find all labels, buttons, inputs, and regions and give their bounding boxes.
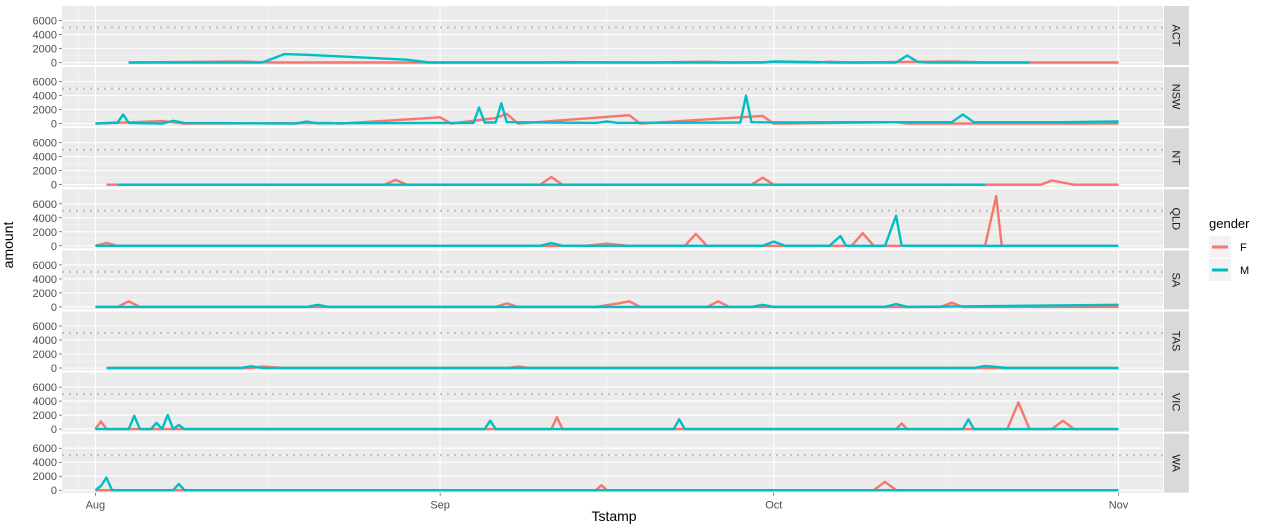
facet-label-nsw: NSW (1170, 84, 1182, 110)
panel-background (62, 189, 1163, 249)
y-tick-label: 2000 (33, 410, 57, 422)
y-tick-label: 2000 (33, 105, 57, 117)
legend-label-m: M (1240, 265, 1249, 277)
panel-background (62, 372, 1163, 432)
facet-panels: 0 2000 4000 6000 ACT 0 2000 4000 6000 NSW 0 2000 400… (33, 6, 1189, 497)
series-line-m (94, 476, 1119, 492)
y-tick-label: 6000 (33, 321, 57, 333)
y-tick-label: 2000 (33, 44, 57, 56)
y-tick-label: 2000 (33, 471, 57, 483)
series-line-m (95, 214, 1119, 247)
series-line-m (106, 364, 1119, 370)
panel-tas: 0 2000 4000 6000 TAS (33, 311, 1189, 375)
y-tick-label: 4000 (33, 30, 57, 42)
y-tick-label: 0 (51, 180, 57, 192)
facet-strip (1164, 189, 1189, 249)
panel-qld: 0 2000 4000 6000 QLD (33, 189, 1189, 253)
panel-background (62, 128, 1163, 188)
panel-background (62, 311, 1163, 371)
y-tick-label: 4000 (33, 396, 57, 408)
series-line-m (95, 413, 1119, 431)
y-tick-label: 2000 (33, 227, 57, 239)
y-axis-title: amount (0, 222, 16, 269)
y-tick-label: 6000 (33, 199, 57, 211)
x-tick-label: Sep (430, 500, 450, 512)
facet-strip (1164, 372, 1189, 432)
legend: gender F M (1209, 216, 1250, 281)
facet-label-nt: NT (1170, 150, 1182, 165)
y-tick-label: 6000 (33, 77, 57, 89)
series-line-m (95, 94, 1119, 125)
facet-strip (1164, 433, 1189, 493)
y-tick-label: 0 (51, 241, 57, 253)
x-tick-label: Oct (765, 500, 782, 512)
panel-background (62, 433, 1163, 493)
y-tick-label: 6000 (33, 382, 57, 394)
series-line-m (128, 52, 1030, 64)
facet-label-qld: QLD (1170, 207, 1182, 230)
legend-label-f: F (1240, 242, 1247, 254)
y-tick-label: 0 (51, 424, 57, 436)
y-tick-label: 2000 (33, 349, 57, 361)
x-tick-label: Aug (86, 500, 106, 512)
facet-label-act: ACT (1170, 25, 1182, 47)
x-axis-title: Tstamp (591, 508, 636, 524)
y-tick-label: 6000 (33, 443, 57, 455)
facet-label-wa: WA (1170, 455, 1182, 473)
panel-act: 0 2000 4000 6000 ACT (33, 6, 1189, 70)
facet-strip (1164, 67, 1189, 127)
legend-title: gender (1209, 216, 1250, 231)
facet-label-vic: VIC (1170, 393, 1182, 411)
panel-background (62, 6, 1163, 65)
y-tick-label: 6000 (33, 16, 57, 28)
y-tick-label: 0 (51, 302, 57, 314)
y-tick-label: 4000 (33, 457, 57, 469)
y-tick-label: 4000 (33, 91, 57, 103)
facet-strip (1164, 311, 1189, 371)
y-tick-label: 4000 (33, 213, 57, 225)
panel-sa: 0 2000 4000 6000 SA (33, 250, 1189, 314)
facet-strip (1164, 6, 1189, 65)
y-tick-label: 2000 (33, 288, 57, 300)
panel-background (62, 250, 1163, 310)
series-line-m (95, 302, 1119, 309)
panel-wa: 0 2000 4000 6000 WA (33, 433, 1189, 497)
facet-strip (1164, 250, 1189, 310)
x-tick-label: Nov (1109, 500, 1129, 512)
y-tick-label: 4000 (33, 335, 57, 347)
y-tick-label: 4000 (33, 152, 57, 164)
y-tick-label: 0 (51, 485, 57, 497)
facet-label-sa: SA (1170, 273, 1182, 288)
panel-vic: 0 2000 4000 6000 VIC (33, 372, 1189, 436)
panel-nt: 0 2000 4000 6000 NT (33, 128, 1189, 192)
y-tick-label: 6000 (33, 260, 57, 272)
panel-nsw: 0 2000 4000 6000 NSW (33, 67, 1189, 131)
facet-strip (1164, 128, 1189, 188)
facet-label-tas: TAS (1170, 331, 1182, 352)
x-axis: Aug Sep Oct Nov (86, 492, 1129, 512)
y-tick-label: 0 (51, 363, 57, 375)
y-tick-label: 6000 (33, 138, 57, 150)
y-tick-label: 0 (51, 119, 57, 131)
y-tick-label: 4000 (33, 274, 57, 286)
y-tick-label: 0 (51, 58, 57, 70)
y-tick-label: 2000 (33, 166, 57, 178)
